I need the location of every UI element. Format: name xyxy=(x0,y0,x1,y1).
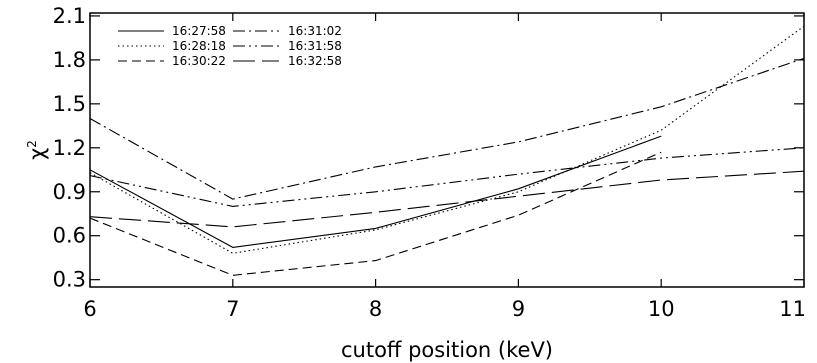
y-tick-label: 2.1 xyxy=(53,4,86,28)
x-tick-label: 9 xyxy=(512,297,525,321)
x-tick-label: 6 xyxy=(83,297,96,321)
series-line xyxy=(89,170,805,228)
axis-ticks: 6 7 8 9 10 11 0.3 0.6 0.9 1.2 1.5 1.8 2.1 xyxy=(53,4,806,321)
y-tick-label: 1.8 xyxy=(53,48,86,72)
x-tick-label: 10 xyxy=(648,297,675,321)
y-tick-label: 1.5 xyxy=(53,92,86,116)
y-axis-label-base: χ xyxy=(25,148,49,160)
series-line xyxy=(89,151,662,276)
y-tick-label: 0.3 xyxy=(53,268,86,292)
legend-label: 16:27:58 xyxy=(172,24,226,38)
y-tick-label: 0.6 xyxy=(53,224,86,248)
x-tick-label: 7 xyxy=(226,297,239,321)
x-axis-label: cutoff position (keV) xyxy=(341,338,553,362)
series-line xyxy=(89,25,805,254)
x-tick-label: 8 xyxy=(369,297,382,321)
series-line xyxy=(89,135,662,248)
legend-label: 16:30:22 xyxy=(172,54,226,68)
plot-frame xyxy=(89,12,805,288)
x-tick-label: 11 xyxy=(779,297,806,321)
y-tick-label: 1.2 xyxy=(53,136,86,160)
series-line xyxy=(89,57,805,200)
svg-text:χ2: χ2 xyxy=(25,140,49,160)
y-tick-label: 0.9 xyxy=(53,180,86,204)
legend-label: 16:31:02 xyxy=(288,24,342,38)
y-axis-label: χ2 xyxy=(25,140,49,160)
legend-label: 16:32:58 xyxy=(288,54,342,68)
series-line xyxy=(89,147,805,207)
legend-label: 16:28:18 xyxy=(172,39,226,53)
series-lines xyxy=(89,25,805,276)
legend-label: 16:31:58 xyxy=(288,39,342,53)
y-axis-label-superscript: 2 xyxy=(25,140,39,148)
